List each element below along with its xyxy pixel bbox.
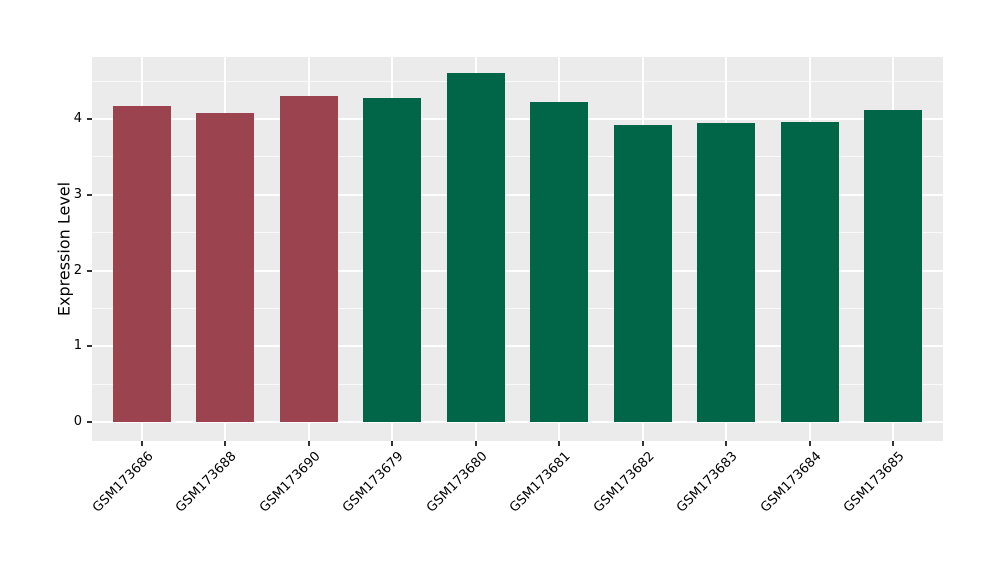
bar-GSM173685 — [863, 110, 922, 423]
y-tick-label: 4 — [73, 111, 82, 127]
bar-GSM173690 — [279, 95, 338, 423]
x-axis-tick — [808, 441, 811, 446]
x-axis-tick — [558, 441, 561, 446]
major-gridline-horizontal — [92, 118, 943, 121]
y-axis-tick — [87, 269, 92, 272]
x-axis-tick — [141, 441, 144, 446]
minor-gridline-horizontal — [92, 383, 943, 385]
y-tick-label: 2 — [73, 262, 82, 278]
x-axis-tick — [641, 441, 644, 446]
y-axis-tick — [87, 118, 92, 121]
x-axis-tick — [391, 441, 394, 446]
major-gridline-horizontal — [92, 269, 943, 272]
y-axis-tick — [87, 421, 92, 424]
y-tick-label: 1 — [73, 338, 82, 354]
bar-GSM173682 — [613, 125, 672, 423]
x-axis-tick — [725, 441, 728, 446]
x-axis-tick — [224, 441, 227, 446]
x-axis-tick — [307, 441, 310, 446]
y-axis-tick — [87, 193, 92, 196]
bar-GSM173684 — [780, 122, 839, 423]
minor-gridline-horizontal — [92, 307, 943, 309]
bar-GSM173679 — [363, 97, 422, 423]
y-axis-tick — [87, 345, 92, 348]
minor-gridline-horizontal — [92, 232, 943, 234]
minor-gridline-horizontal — [92, 80, 943, 82]
major-gridline-horizontal — [92, 193, 943, 196]
x-axis-tick — [891, 441, 894, 446]
x-axis-tick — [474, 441, 477, 446]
y-tick-label: 0 — [73, 414, 82, 430]
bar-GSM173683 — [697, 122, 756, 423]
major-gridline-horizontal — [92, 345, 943, 348]
y-tick-label: 3 — [73, 186, 82, 202]
bar-GSM173681 — [530, 101, 589, 423]
major-gridline-horizontal — [92, 421, 943, 424]
bar-GSM173686 — [113, 106, 172, 423]
bar-GSM173680 — [446, 72, 505, 423]
minor-gridline-horizontal — [92, 156, 943, 158]
bar-GSM173688 — [196, 113, 255, 423]
plot-panel — [92, 57, 943, 441]
